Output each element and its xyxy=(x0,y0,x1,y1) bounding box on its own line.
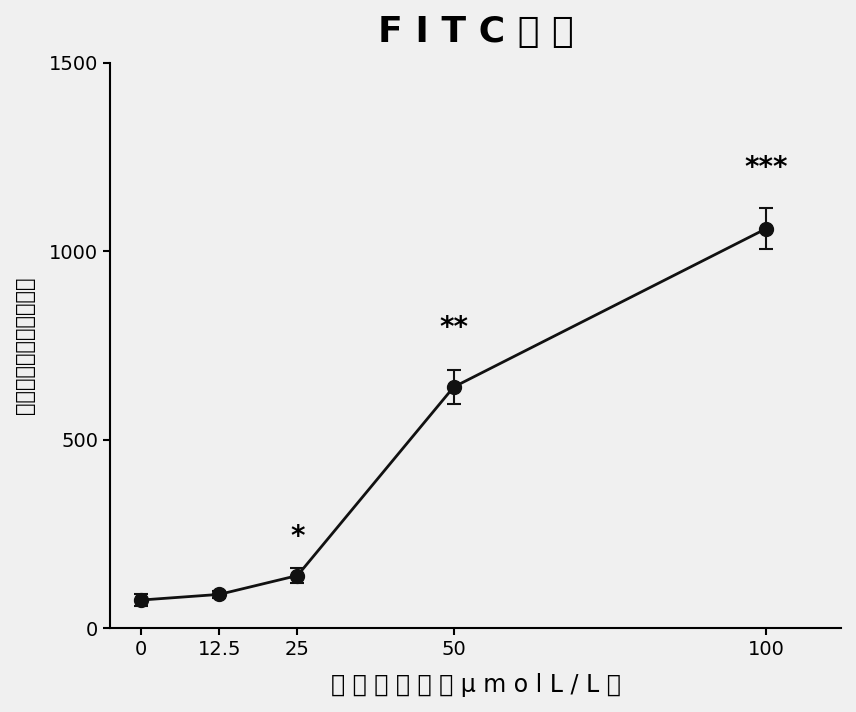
Title: F I T C 通 道: F I T C 通 道 xyxy=(377,15,574,49)
Y-axis label: 单个细胞核胞平均荧光值: 单个细胞核胞平均荧光值 xyxy=(15,277,35,414)
Text: **: ** xyxy=(439,314,468,342)
Text: *: * xyxy=(290,523,305,551)
Text: ***: *** xyxy=(744,154,788,182)
X-axis label: 六 价 铬 浓 度 （ μ m o l L / L ）: 六 价 铬 浓 度 （ μ m o l L / L ） xyxy=(330,673,621,697)
